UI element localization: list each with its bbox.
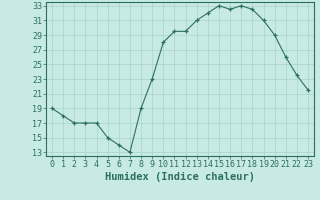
X-axis label: Humidex (Indice chaleur): Humidex (Indice chaleur): [105, 172, 255, 182]
